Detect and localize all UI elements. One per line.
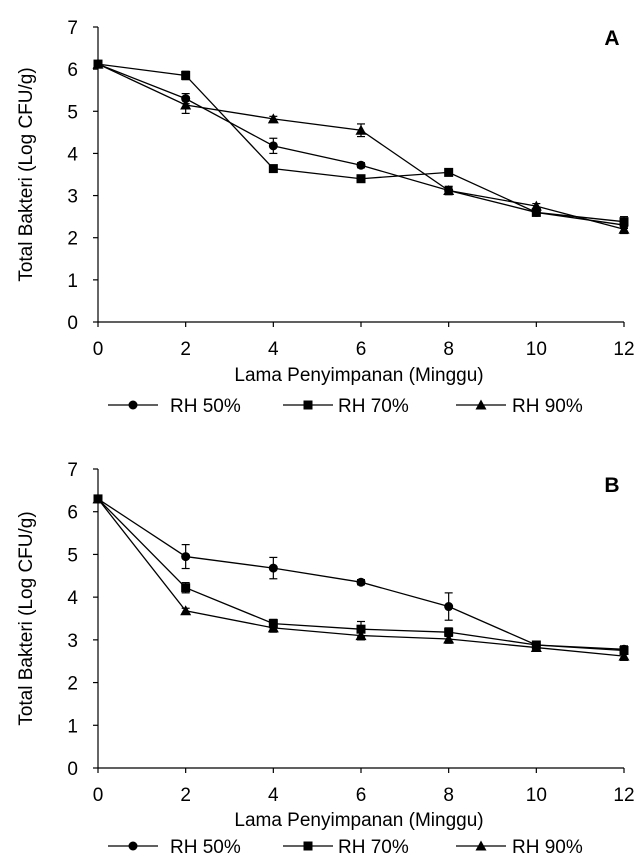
data-point [355, 630, 367, 641]
data-point [181, 552, 191, 562]
y-tick-label: 7 [67, 460, 78, 481]
legend-marker [475, 399, 487, 410]
y-tick-label: 7 [67, 18, 78, 39]
series-rh-70- [93, 59, 629, 228]
legend-label: RH 70% [338, 396, 409, 417]
x-tick-label: 4 [268, 339, 279, 360]
legend-label: RH 50% [170, 837, 241, 858]
y-tick-label: 6 [67, 60, 78, 81]
data-point [180, 99, 192, 110]
data-point [92, 58, 104, 69]
legend-marker [303, 400, 313, 410]
panel-label: B [604, 474, 619, 497]
y-tick-label: 4 [67, 144, 78, 165]
data-point [268, 141, 278, 151]
x-tick-label: 6 [356, 785, 367, 806]
legend-label: RH 90% [512, 396, 583, 417]
y-tick-label: 3 [67, 187, 78, 208]
data-point [618, 223, 630, 234]
legend: RH 50% RH 70% RH 90% [108, 837, 583, 858]
data-point [356, 160, 366, 170]
series-rh-90- [92, 58, 630, 235]
data-point [444, 627, 454, 637]
y-tick-label: 0 [67, 759, 78, 780]
data-point [181, 70, 191, 80]
x-tick-label: 6 [356, 339, 367, 360]
x-tick-label: 4 [268, 785, 279, 806]
data-point [268, 164, 278, 174]
series-line [97, 63, 625, 223]
y-tick-label: 1 [67, 716, 78, 737]
y-tick-label: 1 [67, 271, 78, 292]
x-tick-label: 10 [526, 339, 547, 360]
y-tick-label: 2 [67, 674, 78, 695]
data-point [443, 633, 455, 644]
legend-label: RH 90% [512, 837, 583, 858]
data-point [618, 650, 630, 661]
data-point [531, 207, 541, 217]
data-point [181, 583, 191, 593]
data-point [444, 167, 454, 177]
y-tick-label: 6 [67, 503, 78, 524]
data-point [267, 622, 279, 633]
y-tick-label: 0 [67, 313, 78, 334]
data-point [356, 577, 366, 587]
series-rh-50- [93, 59, 629, 230]
data-point [619, 646, 629, 656]
x-tick-label: 2 [180, 339, 191, 360]
x-tick-label: 2 [180, 785, 191, 806]
x-tick-label: 12 [613, 785, 634, 806]
legend-marker [128, 400, 138, 410]
y-tick-label: 4 [67, 588, 78, 609]
data-point [180, 605, 192, 616]
data-point [268, 563, 278, 573]
series-line [97, 63, 625, 230]
x-tick-label: 8 [443, 339, 454, 360]
legend: RH 50% RH 70% RH 90% [108, 396, 583, 417]
data-point [444, 602, 454, 612]
y-tick-label: 5 [67, 102, 78, 123]
x-axis-title: Lama Penyimpanan (Minggu) [234, 365, 483, 386]
x-tick-label: 12 [613, 339, 634, 360]
y-tick-label: 2 [67, 229, 78, 250]
y-axis-title: Total Bakteri (Log CFU/g) [16, 511, 37, 725]
data-point [443, 185, 455, 196]
y-tick-label: 5 [67, 545, 78, 566]
legend-marker [303, 841, 313, 851]
x-tick-label: 10 [526, 785, 547, 806]
data-point [530, 642, 542, 653]
y-tick-label: 3 [67, 631, 78, 652]
data-point [355, 124, 367, 135]
data-point [619, 217, 629, 227]
data-point [530, 200, 542, 211]
y-axis-title: Total Bakteri (Log CFU/g) [16, 67, 37, 281]
data-point [356, 174, 366, 184]
series-line [97, 63, 625, 226]
legend-marker [475, 840, 487, 851]
x-tick-label: 8 [443, 785, 454, 806]
data-point [356, 624, 366, 634]
x-tick-label: 0 [93, 339, 104, 360]
x-tick-label: 0 [93, 785, 104, 806]
legend-label: RH 50% [170, 396, 241, 417]
x-axis-title: Lama Penyimpanan (Minggu) [234, 810, 483, 831]
series-rh-90- [92, 493, 630, 661]
legend-label: RH 70% [338, 837, 409, 858]
panel-label: A [604, 27, 619, 50]
data-point [267, 113, 279, 124]
data-point [92, 493, 104, 504]
legend-marker [128, 841, 138, 851]
